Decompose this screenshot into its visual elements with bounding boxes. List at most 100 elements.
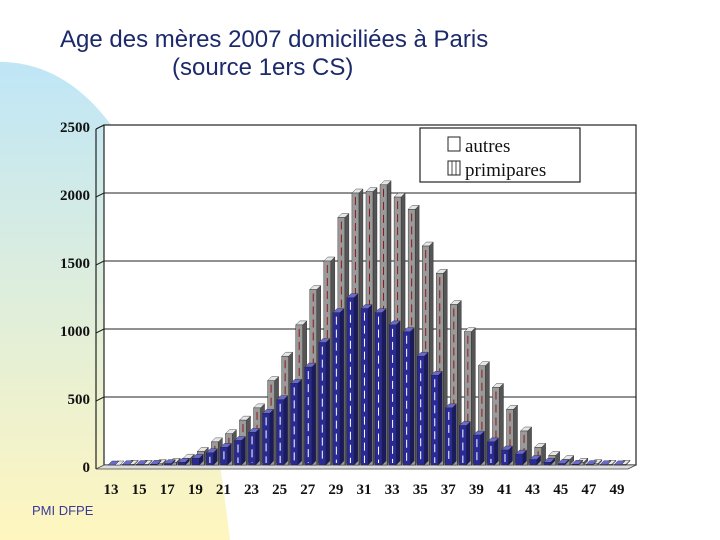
bar-autres-40-front [492,387,500,466]
bar-primipares-28-side [325,338,331,466]
bar-primipares-31-front [360,308,369,466]
bar-primipares-13 [107,460,120,466]
gridline-diag [95,260,105,266]
title-line-2: (source 1ers CS) [172,54,354,81]
footer-text: PMI DFPE [32,503,94,518]
bar-primipares-35-front [416,356,425,466]
bar-primipares-17-front [164,463,172,466]
bar-primipares-23 [248,427,261,466]
bar-primipares-27 [304,362,317,466]
bar-primipares-39-front [473,434,481,466]
bar-primipares-31-side [367,304,373,466]
y-tick-label-1000: 1000 [60,324,90,340]
x-axis: 13 15 17 19 21 23 25 27 29 31 33 35 37 39 41 43 45 47 49 [104,482,625,498]
bar-primipares-42-front [515,453,523,466]
bar-primipares-26-front [290,383,298,466]
x-tick-label-31: 31 [356,482,371,498]
legend-label-primipares: primipares [465,160,546,181]
bar-primipares-17 [163,459,176,466]
bar-primipares-24 [262,408,275,466]
bar-primipares-28 [318,338,331,466]
title-line-1: Age des mères 2007 domiciliées à Paris [60,26,489,53]
bar-primipares-24-front [262,413,270,466]
bar-primipares-38-side [466,421,471,466]
gridline-diag [95,124,105,130]
bar-primipares-23-side [255,427,260,466]
bar-primipares-25-side [283,395,288,466]
legend-label-autres: autres [465,136,510,157]
x-tick-label-37: 37 [441,482,457,498]
bar-primipares-40-side [494,437,499,466]
bar-primipares-26-side [297,378,302,466]
bar-autres-38-front [464,331,472,466]
bar-primipares-29-side [339,308,345,466]
bar-autres-37-front [450,304,458,466]
bar-primipares-19 [191,453,204,466]
x-tick-label-47: 47 [581,482,597,498]
bar-primipares-18-front [178,462,186,466]
x-tick-label-17: 17 [160,482,176,498]
bar-primipares-15 [135,460,148,466]
bar-primipares-29 [332,308,345,466]
bar-primipares-30-side [353,293,359,466]
bar-primipares-41 [501,445,513,466]
bar-primipares-22-front [234,440,242,466]
bar-primipares-20 [205,448,218,466]
bar-primipares-45-front [557,463,565,466]
bar-primipares-22 [234,436,246,466]
bar-autres-39 [477,361,490,466]
gridline-diag [95,396,105,402]
y-tick-label-500: 500 [68,392,91,408]
bar-primipares-33-side [395,320,401,466]
bar-primipares-19-front [192,458,200,466]
bar-primipares-37-front [445,407,453,466]
bar-primipares-44-front [543,462,551,466]
bar-primipares-43-front [529,459,537,466]
x-tick-label-27: 27 [300,482,316,498]
y-tick-label-2000: 2000 [60,188,90,204]
gridline-diag [95,328,105,334]
bar-primipares-34-front [402,331,411,466]
y-tick-label-2500: 2500 [60,120,90,136]
legend-box [419,127,581,183]
y-axis: 0 500 1000 1500 2000 2500 [60,120,90,476]
bar-primipares-35-side [423,351,429,466]
bar-primipares-44 [543,457,556,466]
x-tick-label-29: 29 [328,482,343,498]
bar-primipares-21 [219,442,232,466]
bar-primipares-33 [388,320,401,466]
bar-primipares-34-side [409,327,415,466]
bar-primipares-27-side [311,362,316,466]
x-tick-label-23: 23 [244,482,259,498]
bar-primipares-45 [557,459,570,466]
x-tick-label-25: 25 [272,482,287,498]
bar-primipares-31 [360,304,373,466]
x-tick-label-35: 35 [413,482,428,498]
bar-autres-41-front [506,409,514,466]
x-tick-label-41: 41 [497,482,512,498]
bar-primipares-39-side [480,430,485,466]
x-tick-label-49: 49 [609,482,624,498]
bar-primipares-16-front [149,464,158,466]
bar-primipares-39 [472,430,485,466]
x-tick-label-33: 33 [385,482,400,498]
x-tick-label-21: 21 [216,482,231,498]
bar-primipares-48 [599,460,612,466]
bar-primipares-35 [416,351,429,466]
slide-title: Age des mères 2007 domiciliées à Paris (… [60,26,620,82]
bar-primipares-30 [346,293,359,466]
bar-primipares-26 [290,378,303,466]
x-tick-label-19: 19 [188,482,203,498]
bar-primipares-37-side [452,403,457,466]
x-tick-label-15: 15 [132,482,147,498]
bar-primipares-32-side [381,308,387,466]
bar-primipares-40 [486,437,499,466]
x-tick-label-39: 39 [469,482,484,498]
y-tick-label-0: 0 [83,460,91,476]
legend: autres primipares [419,127,581,183]
bar-primipares-36 [430,370,443,466]
bar-autres-41 [506,404,518,466]
bar-primipares-13-top [107,460,120,466]
bar-primipares-42 [515,449,528,466]
bar-primipares-34 [402,327,415,466]
